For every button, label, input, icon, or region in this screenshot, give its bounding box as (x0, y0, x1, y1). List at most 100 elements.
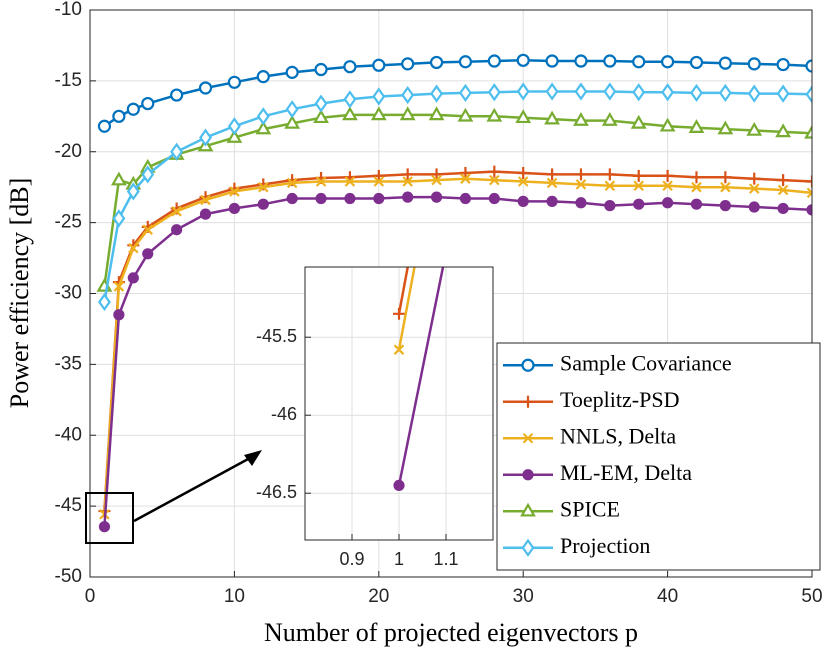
marker (142, 248, 154, 260)
marker (286, 192, 298, 205)
marker (286, 177, 298, 189)
legend-label: NNLS, Delta (560, 423, 676, 448)
marker (126, 102, 140, 116)
marker (662, 180, 673, 192)
marker (805, 85, 812, 104)
marker (142, 224, 154, 235)
marker (113, 309, 125, 321)
marker (372, 58, 386, 72)
y-axis-label: Power efficiency [dB] (5, 178, 34, 409)
marker (546, 195, 558, 207)
marker (372, 87, 386, 106)
marker (198, 81, 213, 95)
y-tick-label: -46.5 (256, 482, 297, 502)
marker (402, 191, 414, 203)
marker (372, 169, 385, 182)
x-tick-label: 0 (85, 586, 96, 607)
marker (574, 168, 587, 181)
marker (401, 168, 414, 181)
y-tick-label: -45 (55, 495, 82, 516)
marker (661, 169, 674, 182)
y-tick-label: -20 (55, 141, 82, 162)
marker (459, 167, 472, 180)
marker (487, 54, 501, 68)
legend-marker (522, 469, 534, 481)
marker (806, 187, 812, 199)
marker (199, 208, 212, 220)
marker (256, 70, 270, 84)
marker (806, 204, 812, 216)
marker (402, 176, 413, 187)
marker (806, 175, 812, 188)
marker (284, 114, 301, 129)
zoom-arrow (133, 456, 251, 523)
x-axis-label: Number of projected eigenvectors p (264, 618, 638, 647)
legend-marker (522, 395, 534, 408)
marker (457, 107, 474, 122)
marker (775, 123, 792, 138)
marker (141, 165, 155, 184)
y-tick-label: -25 (55, 212, 82, 233)
marker (688, 119, 705, 133)
marker (633, 180, 644, 192)
legend-label: Projection (560, 533, 650, 558)
marker (516, 53, 530, 67)
y-tick-label: -46 (271, 404, 297, 424)
y-tick-label: -15 (55, 70, 82, 91)
x-tick-label: 0.9 (339, 549, 364, 569)
marker (170, 88, 184, 102)
marker (256, 107, 270, 126)
marker (719, 200, 731, 212)
marker (112, 209, 126, 228)
marker (170, 142, 184, 161)
marker (575, 197, 587, 209)
marker (128, 242, 139, 254)
marker (112, 109, 126, 123)
marker (748, 183, 760, 194)
y-tick-label: -50 (55, 566, 82, 587)
marker (633, 198, 645, 210)
marker (344, 192, 356, 205)
marker (431, 174, 442, 186)
marker (690, 198, 703, 210)
legend-marker (522, 432, 534, 444)
legend-label: Toeplitz-PSD (560, 387, 679, 412)
marker (126, 182, 140, 201)
marker (343, 60, 357, 74)
y-tick-label: -30 (55, 283, 82, 304)
marker (661, 197, 674, 209)
marker (748, 172, 761, 185)
marker (314, 62, 328, 77)
y-tick-label: -35 (55, 353, 82, 374)
marker (574, 82, 588, 101)
marker (141, 96, 155, 111)
marker (718, 56, 732, 70)
marker (660, 55, 675, 69)
marker (517, 167, 530, 180)
marker (430, 191, 443, 203)
marker (458, 83, 472, 103)
marker (718, 83, 732, 103)
marker (661, 83, 675, 102)
x-tick-label: 30 (513, 586, 534, 607)
x-tick-label: 10 (224, 586, 245, 607)
marker (257, 198, 269, 210)
x-tick-label: 40 (657, 586, 678, 607)
marker (110, 171, 127, 186)
legend-label: ML-EM, Delta (560, 460, 692, 485)
marker (486, 107, 503, 122)
legend-marker (521, 538, 535, 557)
marker (603, 168, 616, 181)
marker (747, 84, 761, 103)
marker (776, 57, 790, 72)
x-tick-label: 1 (394, 549, 404, 569)
marker (632, 83, 646, 102)
marker (517, 195, 529, 207)
marker (393, 307, 405, 320)
marker (97, 119, 112, 133)
marker (199, 128, 212, 147)
marker (393, 344, 405, 355)
marker (255, 120, 272, 135)
y-tick-label: -40 (55, 424, 82, 445)
marker (315, 176, 327, 187)
